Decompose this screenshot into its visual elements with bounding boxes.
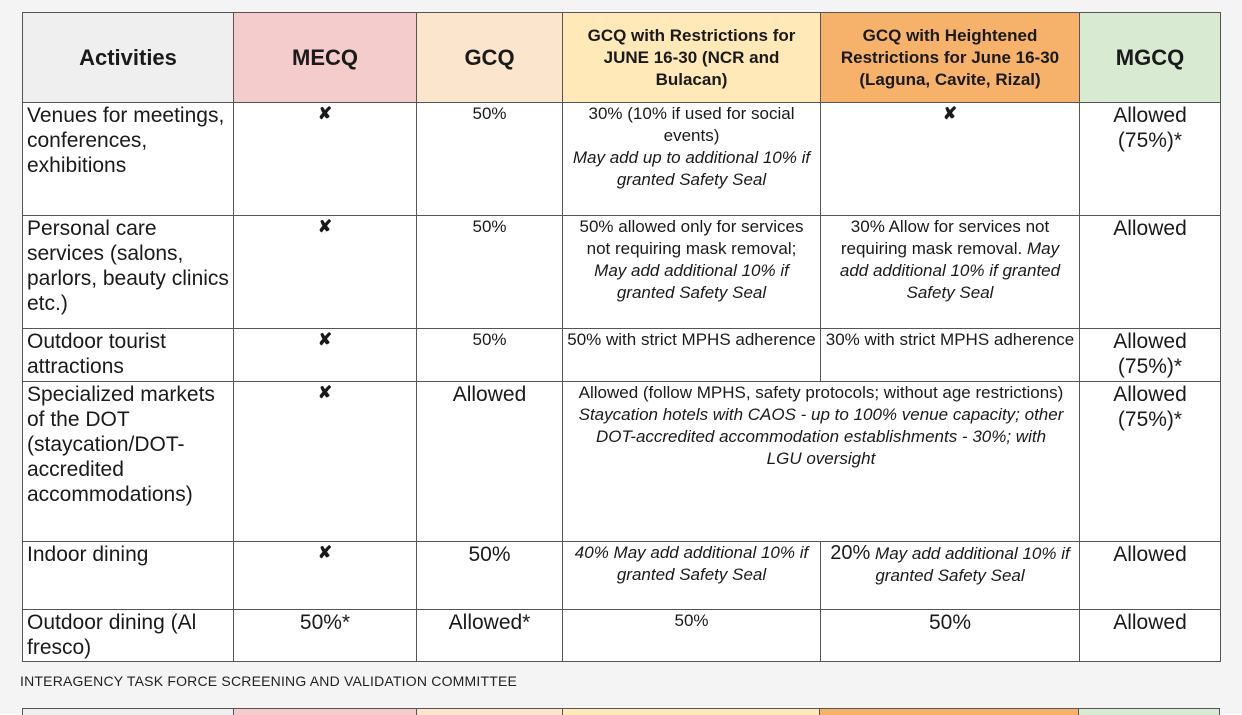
- cell-italic-note: May add additional 10% if granted Safety…: [839, 239, 1061, 302]
- table-row: Personal care services (salons, parlors,…: [22, 215, 1221, 329]
- cross-icon: ✘: [317, 217, 333, 236]
- activity-cell: Venues for meetings, conferences, exhibi…: [22, 102, 234, 216]
- table-row: Indoor dining ✘ 50% 40% May add addition…: [22, 541, 1221, 610]
- cell-italic-note: Staycation hotels with CAOS - up to 100%…: [578, 405, 1064, 468]
- cross-icon: ✘: [317, 104, 333, 123]
- cell-text: 20%: [830, 542, 871, 565]
- mgcq-cell: Allowed (75%)*: [1079, 102, 1221, 216]
- gcq-cell: Allowed: [416, 381, 563, 542]
- table-row: Venues for meetings, conferences, exhibi…: [22, 102, 1221, 216]
- header-gcq-restrictions: GCQ with Restrictions for JUNE 16-30 (NC…: [562, 12, 821, 103]
- restrictions-table: Activities MECQ GCQ GCQ with Restriction…: [22, 12, 1221, 662]
- table-row: Specialized markets of the DOT (staycati…: [22, 381, 1221, 542]
- mecq-cell: ✘: [233, 215, 417, 329]
- gcq-restrictions-cell: 50%: [562, 609, 821, 662]
- activity-cell: Specialized markets of the DOT (staycati…: [22, 381, 234, 542]
- gcq-restrictions-cell: 40% May add additional 10% if granted Sa…: [562, 541, 821, 610]
- cell-italic-note: May add up to additional 10% if granted …: [572, 148, 811, 189]
- cross-icon: ✘: [942, 104, 958, 123]
- cell-italic-note: 40% May add additional 10% if granted Sa…: [574, 543, 809, 584]
- gcq-cell: Allowed*: [416, 609, 563, 662]
- gcq-heightened-cell: 20% May add additional 10% if granted Sa…: [820, 541, 1080, 610]
- gcq-heightened-cell: 30% Allow for services not requiring mas…: [820, 215, 1080, 329]
- gcq-heightened-cell: 30% with strict MPHS adherence: [820, 328, 1080, 382]
- gcq-cell: 50%: [416, 541, 563, 610]
- header-row: Activities MECQ GCQ GCQ with Restriction…: [22, 12, 1221, 103]
- header-gcq: GCQ: [416, 12, 563, 103]
- header-gcq-heightened: GCQ with Heightened Restrictions for Jun…: [820, 12, 1080, 103]
- cross-icon: ✘: [317, 330, 333, 349]
- cell-text: 30% (10% if used for social events): [588, 104, 795, 145]
- gcq-restrictions-cell: 50% allowed only for services not requir…: [562, 215, 821, 329]
- merged-gcq-restrictions-cell: Allowed (follow MPHS, safety protocols; …: [562, 381, 1080, 542]
- table-row: Outdoor tourist attractions ✘ 50% 50% wi…: [22, 328, 1221, 382]
- mecq-cell: 50%*: [233, 609, 417, 662]
- header-mecq: MECQ: [233, 12, 417, 103]
- mecq-cell: ✘: [233, 381, 417, 542]
- gcq-cell: 50%: [416, 215, 563, 329]
- activity-cell: Outdoor dining (Al fresco): [22, 609, 234, 662]
- gcq-restrictions-cell: 50% with strict MPHS adherence: [562, 328, 821, 382]
- activity-cell: Indoor dining: [22, 541, 234, 610]
- mgcq-cell: Allowed: [1079, 215, 1221, 329]
- cell-italic-note: May add additional 10% if granted Safety…: [594, 261, 789, 302]
- mgcq-cell: Allowed (75%)*: [1079, 381, 1221, 542]
- cross-icon: ✘: [317, 543, 333, 562]
- gcq-heightened-cell: ✘: [820, 102, 1080, 216]
- header-activities: Activities: [22, 12, 234, 103]
- next-page-table-edge: [22, 708, 1220, 715]
- gcq-restrictions-cell: 30% (10% if used for social events) May …: [562, 102, 821, 216]
- cross-icon: ✘: [317, 383, 333, 402]
- activity-cell: Personal care services (salons, parlors,…: [22, 215, 234, 329]
- gcq-cell: 50%: [416, 328, 563, 382]
- header-mgcq: MGCQ: [1079, 12, 1221, 103]
- mgcq-cell: Allowed: [1079, 541, 1221, 610]
- gcq-heightened-cell: 50%: [820, 609, 1080, 662]
- activity-cell: Outdoor tourist attractions: [22, 328, 234, 382]
- table-row: Outdoor dining (Al fresco) 50%* Allowed*…: [22, 609, 1221, 662]
- mecq-cell: ✘: [233, 541, 417, 610]
- cell-text: 50% allowed only for services not requir…: [579, 217, 804, 258]
- cell-italic-note: May add additional 10% if granted Safety…: [875, 544, 1070, 585]
- cell-text: 30% Allow for services not requiring mas…: [840, 217, 1050, 258]
- footer-committee-name: INTERAGENCY TASK FORCE SCREENING AND VAL…: [20, 673, 518, 689]
- mgcq-cell: Allowed (75%)*: [1079, 328, 1221, 382]
- mecq-cell: ✘: [233, 102, 417, 216]
- mecq-cell: ✘: [233, 328, 417, 382]
- mgcq-cell: Allowed: [1079, 609, 1221, 662]
- gcq-cell: 50%: [416, 102, 563, 216]
- cell-text: Allowed (follow MPHS, safety protocols; …: [578, 383, 1064, 402]
